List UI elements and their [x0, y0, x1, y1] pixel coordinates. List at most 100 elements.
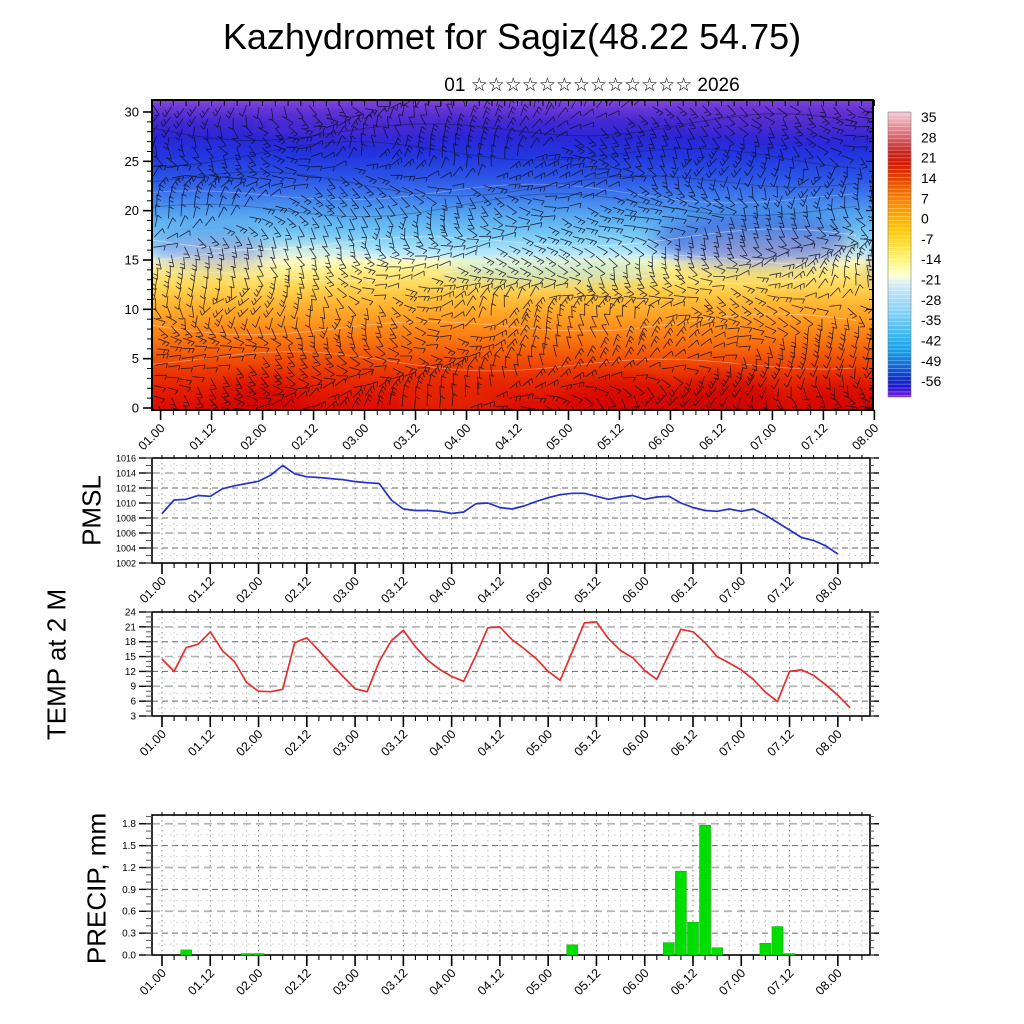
svg-text:21: 21: [125, 622, 137, 633]
svg-text:0: 0: [921, 211, 929, 227]
svg-text:0.3: 0.3: [122, 929, 136, 940]
svg-text:01.12: 01.12: [185, 574, 217, 606]
svg-text:04.12: 04.12: [475, 574, 507, 606]
svg-text:21: 21: [921, 150, 937, 166]
svg-text:02.00: 02.00: [234, 966, 266, 998]
svg-text:03.12: 03.12: [378, 727, 410, 759]
svg-text:07.12: 07.12: [765, 966, 797, 998]
svg-text:-49: -49: [921, 353, 941, 369]
svg-text:02.12: 02.12: [282, 574, 314, 606]
temp-panel: 3 6 9 12 15 18 21 24 01.00 01.12 02.00 02.12 03.00 03…: [125, 607, 879, 759]
svg-text:04.12: 04.12: [475, 727, 507, 759]
page-title: Kazhydromet for Sagiz(48.22 54.75): [222, 16, 802, 57]
svg-text:04.00: 04.00: [427, 727, 459, 759]
svg-text:35: 35: [921, 109, 937, 125]
svg-text:0: 0: [132, 401, 139, 416]
pmsl-panel: 1002 1004 1006 1008 1010 1012 1014 1016 01.00 01.…: [116, 453, 879, 606]
svg-text:08.00: 08.00: [849, 421, 881, 453]
svg-text:03.00: 03.00: [340, 421, 372, 453]
svg-text:03.00: 03.00: [330, 727, 362, 759]
svg-text:06.12: 06.12: [668, 966, 700, 998]
svg-text:07.00: 07.00: [716, 966, 748, 998]
temp-axis-title: TEMP at 2 M: [41, 588, 72, 741]
svg-text:07.00: 07.00: [716, 574, 748, 606]
precip-bars: [180, 824, 796, 956]
svg-text:04.00: 04.00: [427, 574, 459, 606]
svg-text:01.00: 01.00: [137, 966, 169, 998]
svg-text:1012: 1012: [116, 483, 136, 493]
svg-text:-28: -28: [921, 292, 941, 308]
svg-text:0.0: 0.0: [122, 950, 136, 961]
svg-text:04.12: 04.12: [492, 421, 524, 453]
svg-text:1006: 1006: [116, 528, 136, 538]
svg-text:01.12: 01.12: [185, 966, 217, 998]
colorbar: 35 28 21 14 7 0 -7 -14 -21 -28 -35 -42 -49 -56: [887, 109, 941, 398]
svg-text:1004: 1004: [116, 543, 136, 553]
svg-text:01.00: 01.00: [136, 421, 168, 453]
svg-text:-21: -21: [921, 272, 941, 288]
wind-barbs-layer: [152, 100, 873, 410]
precip-panel: 0.0 0.3 0.6 0.9 1.2 1.5 1.8 01.00 01.12 02.00 02.1…: [122, 812, 879, 998]
svg-text:1.5: 1.5: [122, 841, 136, 852]
svg-text:07.00: 07.00: [747, 421, 779, 453]
svg-text:0.9: 0.9: [122, 885, 136, 896]
svg-text:06.00: 06.00: [645, 421, 677, 453]
svg-text:03.12: 03.12: [378, 574, 410, 606]
svg-text:05.00: 05.00: [543, 421, 575, 453]
svg-text:6: 6: [130, 697, 136, 708]
svg-text:03.00: 03.00: [330, 574, 362, 606]
svg-text:10: 10: [125, 302, 139, 317]
svg-text:1014: 1014: [116, 468, 136, 478]
svg-text:02.12: 02.12: [282, 966, 314, 998]
svg-text:08.00: 08.00: [813, 574, 845, 606]
svg-text:-35: -35: [921, 312, 941, 328]
svg-text:04.00: 04.00: [441, 421, 473, 453]
svg-text:02.12: 02.12: [282, 727, 314, 759]
svg-text:14: 14: [921, 170, 937, 186]
svg-text:28: 28: [921, 129, 937, 145]
svg-text:-42: -42: [921, 333, 941, 349]
svg-text:3: 3: [130, 711, 136, 722]
svg-text:05.00: 05.00: [523, 574, 555, 606]
svg-text:1016: 1016: [116, 453, 136, 463]
svg-text:07.00: 07.00: [716, 727, 748, 759]
svg-text:-7: -7: [921, 231, 934, 247]
svg-text:03.12: 03.12: [391, 421, 423, 453]
svg-text:05.00: 05.00: [523, 966, 555, 998]
svg-text:7: 7: [921, 190, 929, 206]
svg-text:06.12: 06.12: [668, 727, 700, 759]
temp-line: [161, 621, 851, 709]
svg-text:02.00: 02.00: [234, 727, 266, 759]
svg-text:02.00: 02.00: [234, 574, 266, 606]
svg-text:01.00: 01.00: [137, 727, 169, 759]
svg-text:07.12: 07.12: [798, 421, 830, 453]
svg-text:05.12: 05.12: [594, 421, 626, 453]
svg-text:15: 15: [125, 652, 137, 663]
svg-text:-14: -14: [921, 251, 941, 267]
svg-text:04.12: 04.12: [475, 966, 507, 998]
svg-text:15: 15: [125, 252, 139, 267]
svg-text:-56: -56: [921, 373, 941, 389]
svg-text:08.00: 08.00: [813, 966, 845, 998]
svg-text:9: 9: [130, 682, 136, 693]
svg-text:01.12: 01.12: [185, 727, 217, 759]
svg-text:02.12: 02.12: [289, 421, 321, 453]
svg-text:06.00: 06.00: [620, 727, 652, 759]
svg-text:05.12: 05.12: [571, 727, 603, 759]
svg-text:1.8: 1.8: [122, 819, 136, 830]
svg-text:12: 12: [125, 667, 137, 678]
svg-text:1002: 1002: [116, 558, 136, 568]
svg-text:06.00: 06.00: [620, 574, 652, 606]
svg-text:08.00: 08.00: [813, 727, 845, 759]
svg-text:01.12: 01.12: [187, 421, 219, 453]
pmsl-line: [161, 464, 839, 555]
svg-text:03.00: 03.00: [330, 966, 362, 998]
svg-text:07.12: 07.12: [765, 574, 797, 606]
svg-text:03.12: 03.12: [378, 966, 410, 998]
svg-text:1010: 1010: [116, 498, 136, 508]
svg-text:05.12: 05.12: [571, 574, 603, 606]
svg-text:5: 5: [132, 351, 139, 366]
svg-text:05.00: 05.00: [523, 727, 555, 759]
svg-text:0.6: 0.6: [122, 907, 136, 918]
